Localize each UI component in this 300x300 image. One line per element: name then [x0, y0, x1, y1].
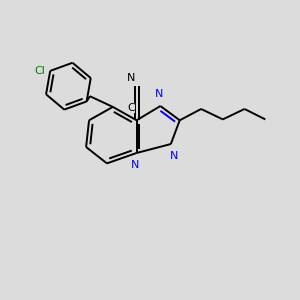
Text: N: N — [127, 73, 136, 82]
Text: Cl: Cl — [35, 66, 46, 76]
Text: C: C — [128, 103, 135, 113]
Text: N: N — [131, 160, 139, 170]
Text: N: N — [155, 89, 163, 100]
Text: N: N — [169, 151, 178, 160]
